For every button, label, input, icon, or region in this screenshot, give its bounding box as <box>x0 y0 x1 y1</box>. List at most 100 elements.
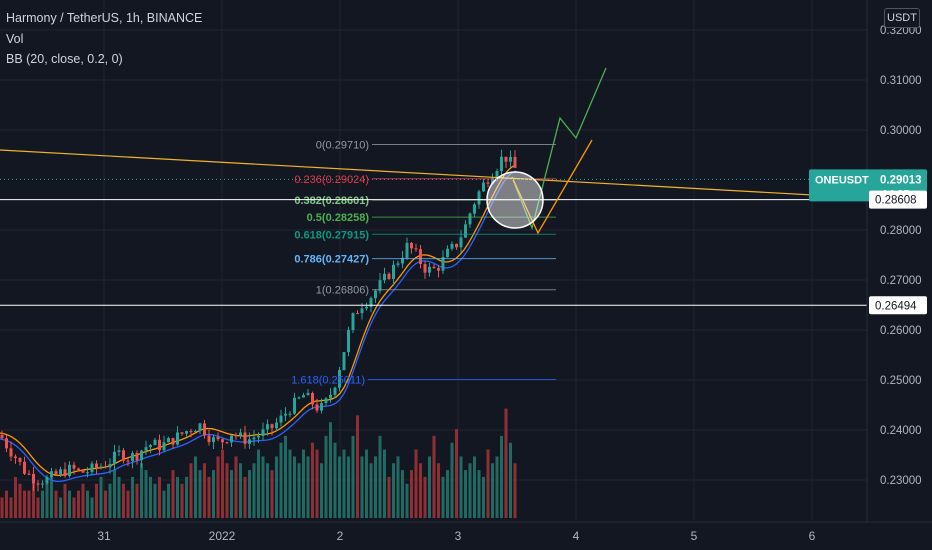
volume-bar <box>239 463 242 518</box>
candle-body <box>0 435 4 439</box>
volume-bar <box>504 408 508 518</box>
price-tick-label: 0.32000 <box>880 25 922 37</box>
candle-body <box>441 257 445 271</box>
volume-bar <box>189 463 193 518</box>
volume-bar <box>405 483 409 518</box>
candle-body <box>252 437 256 440</box>
trendline[interactable] <box>0 149 868 199</box>
candle-body <box>113 451 116 465</box>
horizontal-line-badge[interactable] <box>869 296 927 315</box>
candle-body <box>144 447 148 451</box>
time-tick-label: 6 <box>809 529 816 543</box>
candle-body <box>90 463 94 473</box>
candle-body <box>243 432 247 444</box>
volume-bar <box>18 483 22 518</box>
fib-level-label: 0.236(0.29024) <box>294 174 369 186</box>
candle-body <box>338 369 341 388</box>
volume-bar <box>54 490 58 518</box>
volume-bar <box>221 449 224 518</box>
fib-level-label: 0.382(0.28601) <box>294 195 369 207</box>
indicator-vol[interactable]: Vol <box>6 32 24 46</box>
candle-body <box>414 248 418 250</box>
projection-path-up[interactable] <box>511 67 607 231</box>
candle-body <box>311 393 314 405</box>
volume-bar <box>63 483 67 518</box>
candle-body <box>167 438 170 443</box>
projection-path-down[interactable] <box>511 139 593 235</box>
currency-unit-button[interactable]: USDT <box>884 8 920 28</box>
candle-body <box>401 257 404 264</box>
horizontal-line-price: 0.26494 <box>875 300 917 312</box>
candle-body <box>81 469 85 473</box>
candle-body <box>257 435 260 438</box>
candle-body <box>320 403 323 411</box>
horizontal-line-price: 0.28608 <box>875 195 917 207</box>
volume-bar <box>468 463 472 518</box>
candle-body <box>216 437 220 440</box>
candle-body <box>32 473 35 484</box>
candle-body <box>122 450 125 461</box>
fib-level-label: 1(0.26806) <box>316 285 369 297</box>
volume-bar <box>225 463 229 518</box>
volume-bar <box>50 476 53 518</box>
volume-bar <box>365 449 368 518</box>
time-tick-label: 2022 <box>209 529 236 543</box>
candle-body <box>176 432 179 445</box>
volume-bar <box>27 490 31 518</box>
volume-bar <box>288 449 292 518</box>
time-tick-label: 2 <box>337 529 344 543</box>
chart-title: Harmony / TetherUS, 1h, BINANCE <box>6 11 203 25</box>
volume-bar <box>401 470 404 518</box>
candle-body <box>450 243 454 249</box>
volume-bar <box>243 476 247 518</box>
volume-bar <box>126 490 130 518</box>
candle-body <box>342 352 346 370</box>
candle-body <box>86 472 89 474</box>
price-axis[interactable]: 0.32000 0.31000 0.30000 0.28000 0.27000 0.260… <box>809 0 932 550</box>
candle-body <box>14 456 17 458</box>
volume-bar <box>59 497 62 518</box>
volume-bar <box>113 470 116 518</box>
candle-body <box>59 469 62 475</box>
candle-body <box>131 453 134 462</box>
time-axis-bg <box>0 522 932 550</box>
highlight-circle[interactable] <box>486 171 544 229</box>
drawings[interactable] <box>0 67 868 306</box>
volume-bar <box>23 490 26 518</box>
candle-body <box>221 439 224 443</box>
volume-bar <box>45 483 49 518</box>
volume-bar <box>293 456 296 518</box>
candle-body <box>54 471 58 475</box>
candle-body <box>315 404 319 411</box>
volume-bar <box>455 429 458 518</box>
candle-body <box>18 457 22 462</box>
horizontal-line-badge[interactable] <box>869 190 927 209</box>
candle-body <box>459 237 463 248</box>
candle-body <box>392 264 395 279</box>
volume-bar <box>333 442 337 518</box>
candle-body <box>378 280 382 291</box>
candle-body <box>77 468 80 470</box>
time-axis[interactable]: 31 2022 2 3 4 5 6 <box>0 521 932 550</box>
volume-bar <box>230 470 233 518</box>
indicator-bb[interactable]: BB (20, close, 0.2, 0) <box>6 52 123 66</box>
candle-body <box>468 213 472 225</box>
candle-body <box>225 442 229 444</box>
candle-body <box>333 387 337 395</box>
candle-body <box>68 464 71 477</box>
volume-bar <box>252 463 256 518</box>
price-axis-bg <box>867 0 932 550</box>
candle-body <box>63 469 67 477</box>
fib-level-label: 1.618(0.25011) <box>291 374 365 386</box>
volume-bar <box>459 456 463 518</box>
volume-bar <box>302 449 305 518</box>
volume-bar <box>32 483 35 518</box>
price-tick-label: 0.26000 <box>880 325 922 337</box>
volume-bar <box>284 435 287 518</box>
candle-body <box>477 191 481 205</box>
candle-body <box>198 423 202 431</box>
candle-body <box>126 460 130 462</box>
volume-bar <box>257 449 260 518</box>
